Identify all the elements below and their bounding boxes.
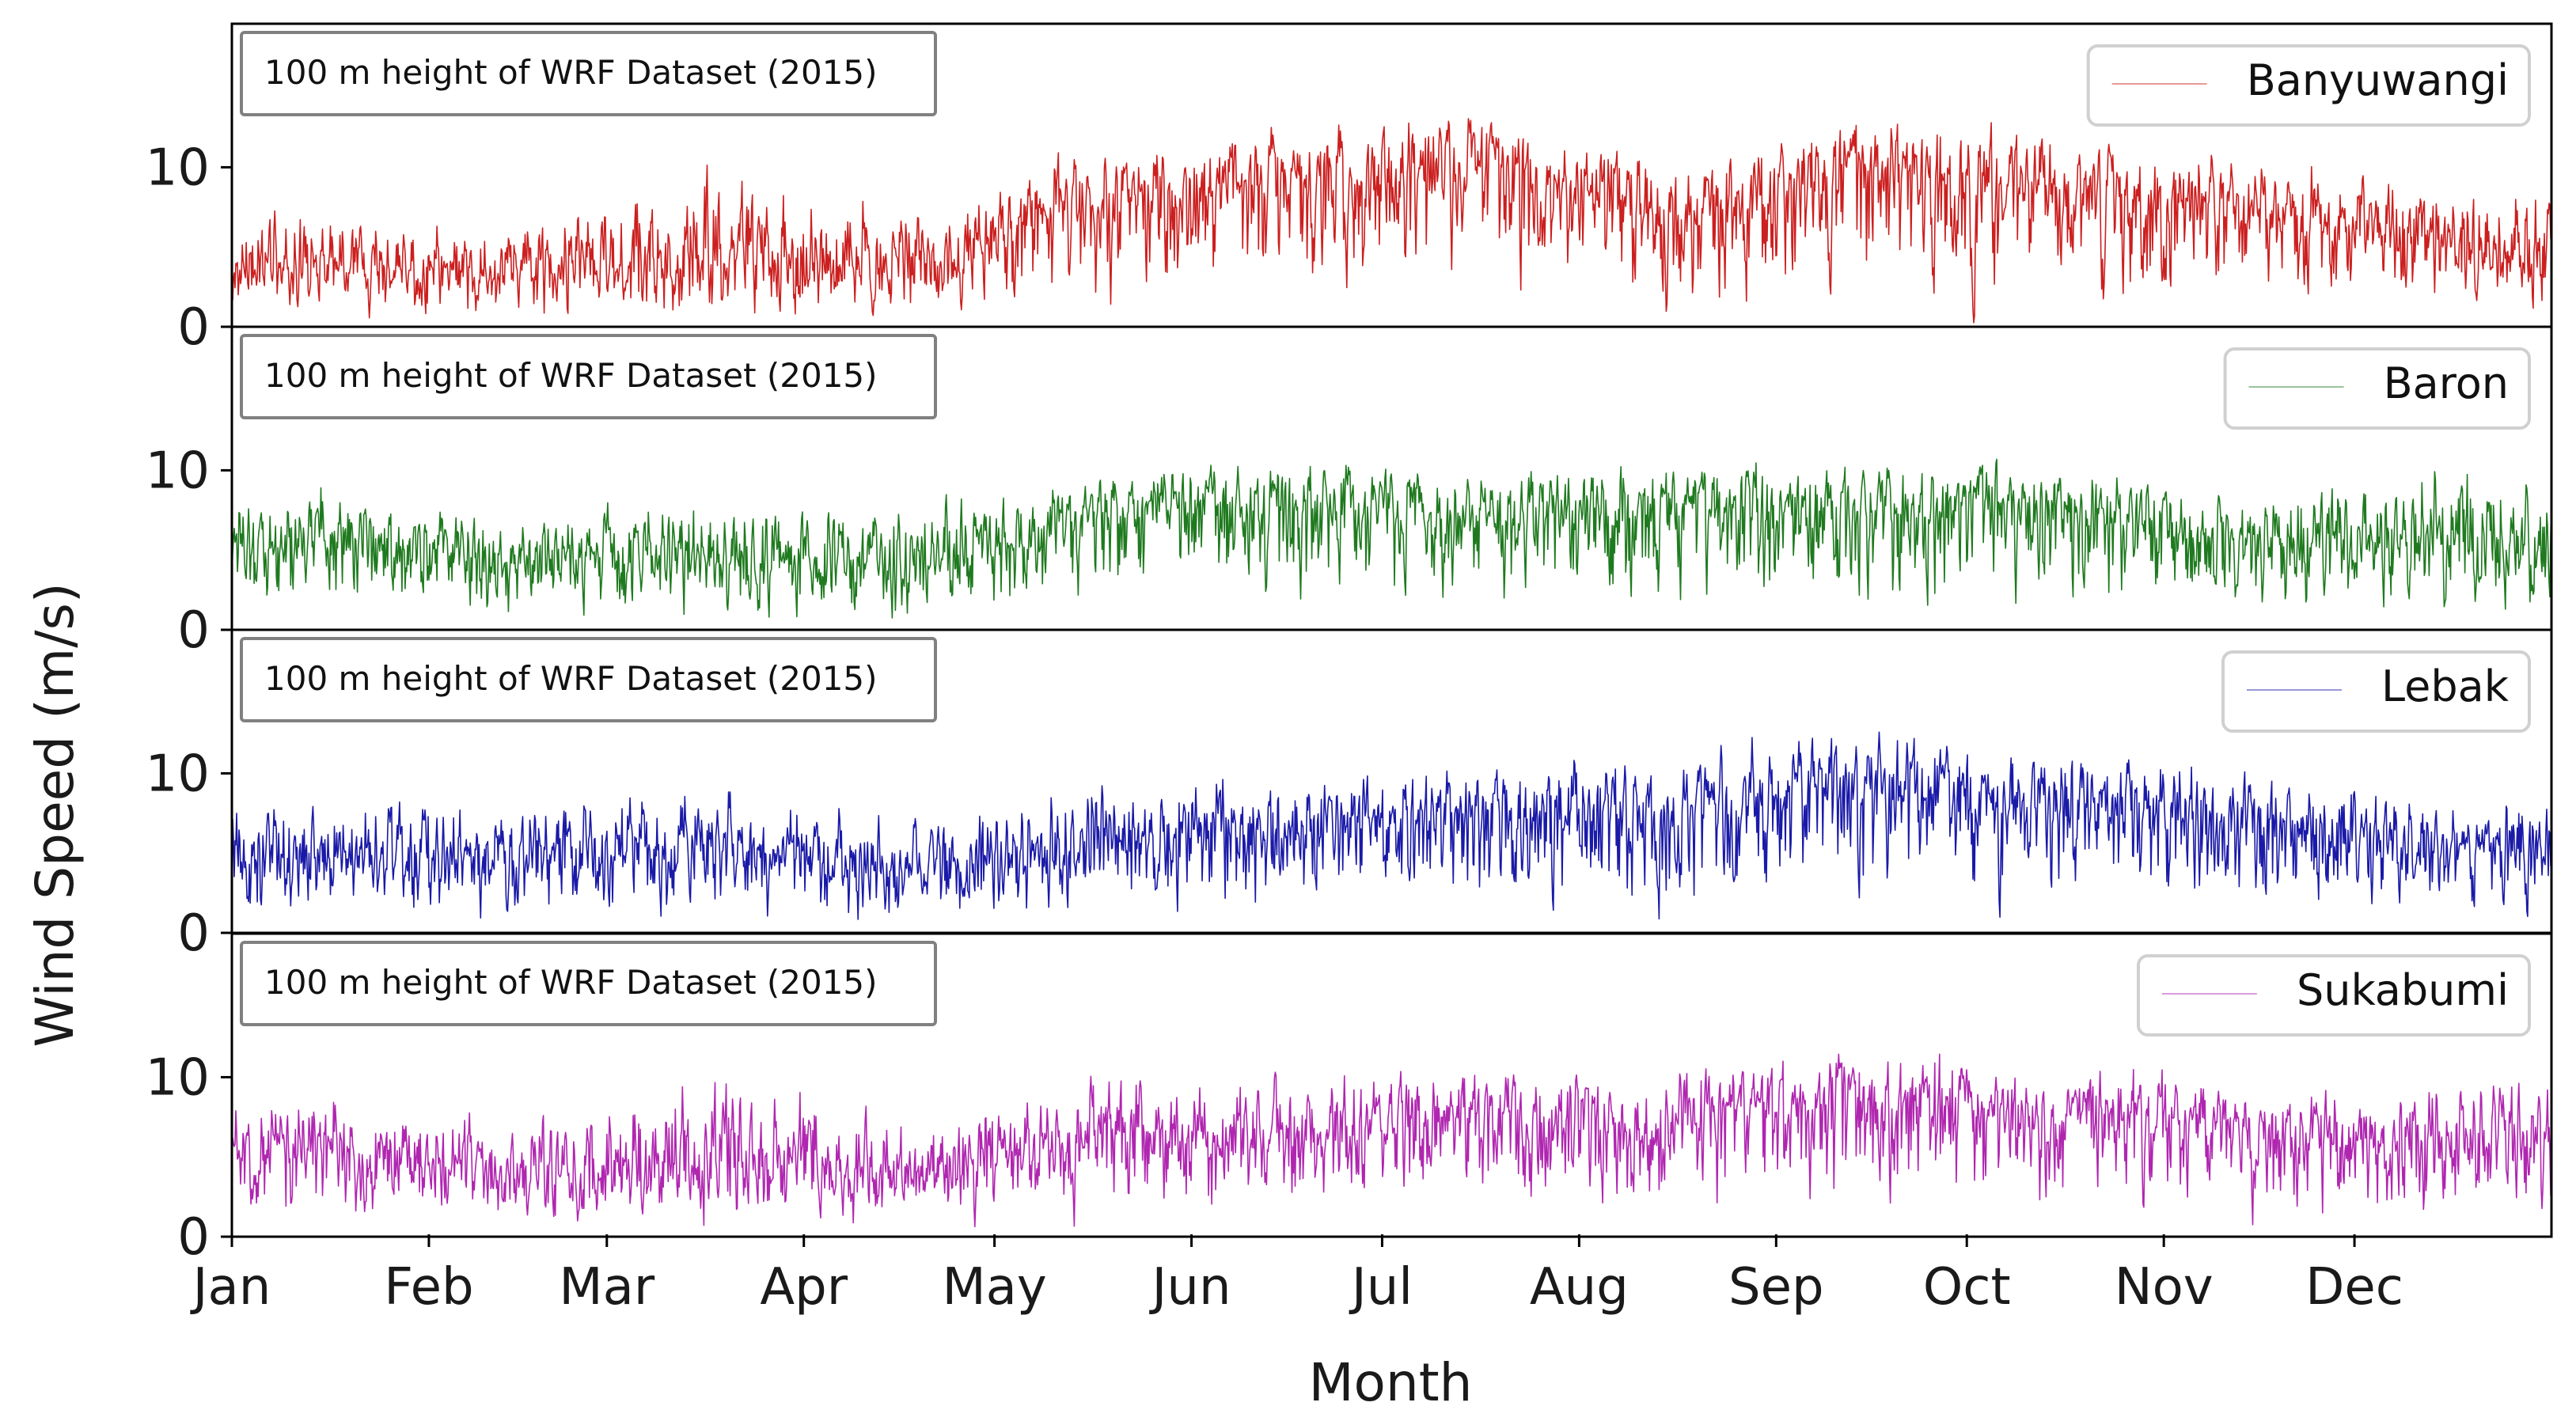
panel-frame bbox=[230, 932, 2553, 1238]
legend-frame bbox=[2086, 44, 2531, 127]
legend: Banyuwangi bbox=[2086, 44, 2531, 127]
x-tick-label-oct: Oct bbox=[1923, 1258, 2011, 1317]
x-tick-label-aug: Aug bbox=[1530, 1258, 1629, 1317]
annotation-box: 100 m height of WRF Dataset (2015) bbox=[240, 31, 937, 116]
x-tick-label-jun: Jun bbox=[1149, 1258, 1231, 1317]
x-tick-label-nov: Nov bbox=[2115, 1258, 2214, 1317]
annotation-frame bbox=[240, 31, 937, 116]
y-tick-label: 0 bbox=[177, 1208, 210, 1267]
annotation-frame bbox=[240, 334, 937, 419]
x-tick-label-may: May bbox=[942, 1258, 1046, 1317]
legend-label: Sukabumi bbox=[2297, 965, 2509, 1015]
legend-label: Baron bbox=[2384, 358, 2509, 408]
y-tick-label: 10 bbox=[146, 442, 210, 500]
x-tick-label-dec: Dec bbox=[2305, 1258, 2403, 1317]
annotation-text: 100 m height of WRF Dataset (2015) bbox=[264, 659, 878, 698]
x-tick-label-mar: Mar bbox=[559, 1258, 654, 1317]
annotation-box: 100 m height of WRF Dataset (2015) bbox=[240, 637, 937, 722]
x-axis-title: Month bbox=[1309, 1352, 1473, 1413]
panel-sukabumi: 0 10 100 m height of WRF Dataset (2015) Suk… bbox=[146, 932, 2553, 1267]
panel-baron: 0 10 100 m height of WRF Dataset (2015) Bar… bbox=[146, 325, 2553, 660]
x-axis: Jan Feb Mar Apr May Jun Jul Aug Sep Oct Nov Dec bbox=[190, 1234, 2403, 1317]
series-line-lebak bbox=[232, 731, 2551, 920]
annotation-box: 100 m height of WRF Dataset (2015) bbox=[240, 941, 937, 1026]
annotation-text: 100 m height of WRF Dataset (2015) bbox=[264, 963, 878, 1002]
y-axis-title: Wind Speed (m/s) bbox=[25, 582, 85, 1047]
y-tick-label: 0 bbox=[177, 298, 210, 357]
x-tick-label-sep: Sep bbox=[1728, 1258, 1824, 1317]
legend-label: Lebak bbox=[2381, 661, 2510, 711]
panel-banyuwangi: 0 10 100 m height of WRF Dataset (2015) Ban… bbox=[146, 22, 2553, 357]
x-tick-label-apr: Apr bbox=[760, 1258, 848, 1317]
y-tick-label: 0 bbox=[177, 601, 210, 660]
annotation-text: 100 m height of WRF Dataset (2015) bbox=[264, 356, 878, 395]
series-line-banyuwangi bbox=[232, 118, 2551, 324]
legend: Lebak bbox=[2221, 650, 2531, 733]
legend-label: Banyuwangi bbox=[2247, 55, 2509, 105]
legend-frame bbox=[2221, 650, 2531, 733]
series-line-baron bbox=[232, 458, 2551, 619]
panel-lebak: 0 10 100 m height of WRF Dataset (2015) Leb… bbox=[146, 628, 2553, 963]
legend-frame bbox=[2136, 954, 2531, 1037]
annotation-frame bbox=[240, 941, 937, 1026]
y-tick-label: 10 bbox=[146, 1048, 210, 1107]
x-tick-label-jul: Jul bbox=[1349, 1258, 1413, 1317]
panels: 0 10 100 m height of WRF Dataset (2015) Ban… bbox=[146, 22, 2553, 1267]
y-tick-label: 0 bbox=[177, 904, 210, 963]
x-tick-label-jan: Jan bbox=[190, 1258, 271, 1317]
annotation-text: 100 m height of WRF Dataset (2015) bbox=[264, 53, 878, 92]
y-tick-label: 10 bbox=[146, 745, 210, 803]
annotation-box: 100 m height of WRF Dataset (2015) bbox=[240, 334, 937, 419]
series-line-sukabumi bbox=[232, 1053, 2551, 1228]
legend: Baron bbox=[2223, 347, 2531, 430]
annotation-frame bbox=[240, 637, 937, 722]
legend: Sukabumi bbox=[2136, 954, 2531, 1037]
legend-frame bbox=[2223, 347, 2531, 430]
x-tick-label-feb: Feb bbox=[384, 1258, 473, 1317]
y-tick-label: 10 bbox=[146, 138, 210, 197]
